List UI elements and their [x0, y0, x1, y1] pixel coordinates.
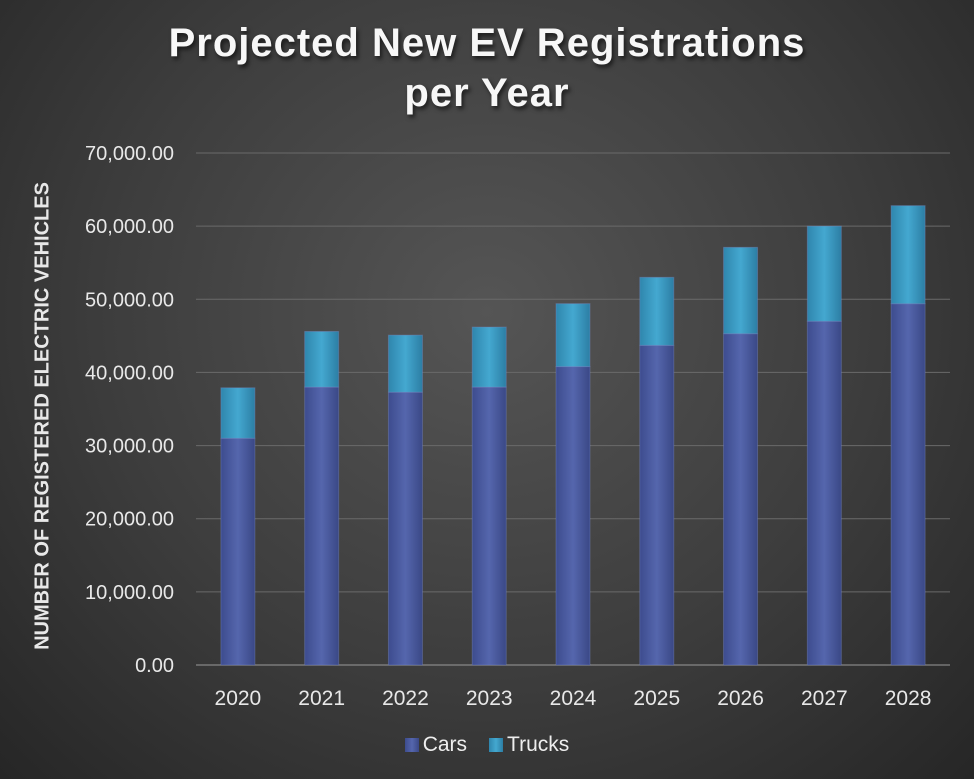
- bar-trucks-2025: [639, 276, 675, 346]
- x-tick-label: 2027: [801, 687, 848, 710]
- x-tick-label: 2023: [466, 687, 513, 710]
- x-tick-label: 2028: [885, 687, 932, 710]
- y-tick-label: 50,000.00: [85, 289, 174, 311]
- bar-trucks-2021: [304, 330, 340, 388]
- bar-trucks-2028: [890, 205, 926, 305]
- x-tick-label: 2025: [633, 687, 680, 710]
- bar-trucks-2020: [220, 387, 256, 439]
- legend-item-cars: Cars: [404, 733, 468, 757]
- x-tick-label: 2022: [382, 687, 429, 710]
- legend-label-trucks: Trucks: [507, 733, 570, 756]
- bar-trucks-2026: [723, 246, 759, 335]
- chart-title-line-2: per Year: [404, 71, 570, 115]
- bar-cars-2025: [639, 344, 675, 666]
- legend-item-trucks: Trucks: [489, 733, 569, 757]
- y-tick-label: 40,000.00: [85, 362, 174, 384]
- y-tick-label: 60,000.00: [85, 216, 174, 238]
- y-tick-label: 70,000.00: [85, 143, 174, 165]
- bar-cars-2023: [471, 386, 507, 666]
- legend-swatch-cars: [404, 738, 419, 752]
- y-axis-label: NUMBER OF REGISTERED ELECTRIC VEHICLES: [31, 182, 54, 650]
- x-tick-label: 2024: [550, 687, 597, 710]
- bar-trucks-2027: [806, 225, 842, 322]
- legend-swatch-trucks: [489, 738, 504, 752]
- bar-cars-2020: [220, 437, 256, 666]
- bar-cars-2022: [387, 391, 423, 666]
- bar-cars-2027: [806, 320, 842, 666]
- legend-label-cars: Cars: [422, 733, 468, 756]
- bar-cars-2026: [723, 333, 759, 666]
- chart-title: Projected New EV Registrations per Year: [0, 18, 974, 118]
- bar-cars-2024: [555, 366, 591, 666]
- x-tick-label: 2026: [717, 687, 764, 710]
- y-tick-label: 10,000.00: [85, 582, 174, 604]
- bar-trucks-2022: [387, 334, 423, 393]
- y-tick-label: 0.00: [135, 655, 174, 677]
- bar-cars-2028: [890, 303, 926, 666]
- bar-cars-2021: [304, 386, 340, 666]
- legend: Cars Trucks: [0, 733, 974, 757]
- y-tick-label: 30,000.00: [85, 436, 174, 458]
- x-tick-label: 2020: [215, 687, 262, 710]
- bar-trucks-2023: [471, 326, 507, 388]
- chart-title-line-1: Projected New EV Registrations: [168, 21, 806, 65]
- x-tick-label: 2021: [298, 687, 345, 710]
- y-tick-label: 20,000.00: [85, 509, 174, 531]
- bar-trucks-2024: [555, 303, 591, 368]
